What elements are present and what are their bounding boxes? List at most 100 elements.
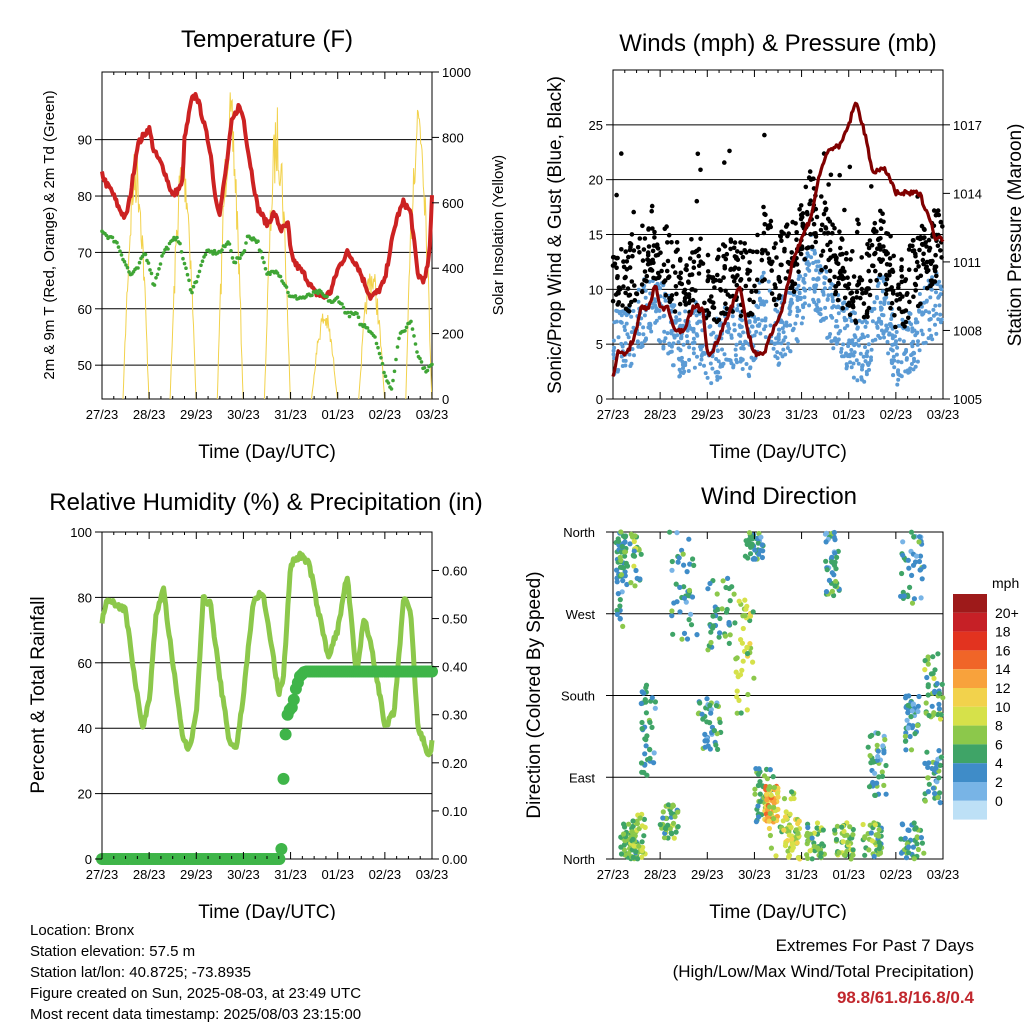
dewpoint-point [242,249,247,253]
direction-point [740,658,746,664]
gust-point [842,269,847,274]
wind-point [823,305,828,310]
direction-point [661,835,668,841]
dewpoint-point [395,345,400,349]
direction-point [643,710,650,716]
gust-point [696,246,702,252]
humidity-panel: Relative Humidity (%) & Precipitation (i… [28,489,483,920]
dewpoint-point [160,254,164,258]
gust-point [646,244,652,249]
dewpoint-point [116,245,121,249]
wind-point [715,349,720,353]
gust-point [793,221,798,226]
wind-point [629,314,634,319]
wind-point [933,322,937,327]
gust-point [664,268,670,274]
gust-point [850,298,856,304]
direction-point [909,600,916,606]
direction-point [757,779,763,785]
dewpoint-point [410,327,415,331]
winds-xlabel: Time (Day/UTC) [709,442,847,463]
x-tick-label: 01/23 [832,407,865,422]
wind-point [836,337,841,342]
wind-point [849,352,854,356]
direction-point [637,815,643,821]
y-tick-label: East [569,770,595,785]
direction-point [869,838,875,844]
direction-point [916,539,922,545]
gust-point [641,247,647,252]
wind-point [687,345,692,350]
direction-point [795,855,802,861]
direction-point [844,848,850,854]
wind-point [671,341,676,346]
wind-point [813,308,818,312]
wind-point [658,339,663,344]
wind-point [797,291,802,296]
wind-point [676,356,681,361]
wind-point [869,355,873,360]
wind-point [763,324,768,329]
direction-point [638,760,645,766]
direction-point [622,838,628,844]
wind-point [890,336,895,341]
dewpoint-point [119,253,124,257]
gust-point [774,255,779,260]
dewpoint-point [259,249,263,254]
gust-point [754,249,759,255]
gust-point [728,246,733,252]
wind-point [831,346,836,351]
dewpoint-point [166,247,170,251]
direction-point [710,613,716,619]
wind-point [781,330,786,335]
gust-point [905,291,910,296]
direction-point [699,711,705,717]
wind-point [863,324,868,329]
wind-point [611,338,616,343]
gust-point [919,223,925,229]
direction-point [761,773,768,779]
wind-point [643,295,648,300]
y2-tick-label: 1005 [953,392,982,407]
gust-point [869,242,875,248]
gust-point [766,256,772,262]
wind-point [807,286,812,291]
direction-point [755,782,762,789]
y-tick-label: West [566,607,596,622]
wind-point [669,329,674,333]
direction-point [738,710,744,716]
pressure-line [611,101,945,377]
direction-point [771,800,777,806]
gust-point [693,288,698,293]
direction-point [866,784,873,790]
gust-point [617,287,623,292]
gust-point [928,259,933,264]
wind-point [622,324,627,329]
gust-point [687,256,693,261]
gust-point [837,172,842,178]
wind-point [667,341,672,346]
wind-point [642,339,647,343]
gust-point [708,274,713,280]
direction-point [673,581,679,587]
direction-point [739,667,745,673]
gust-point [678,270,684,276]
direction-point [686,587,693,594]
gust-point [719,311,724,316]
direction-point [767,804,773,810]
direction-point [832,583,838,589]
wind-point [917,292,922,296]
gust-point [612,261,618,267]
gust-point [767,259,772,265]
direction-point [734,694,740,700]
direction-point [630,854,636,861]
gust-point [936,212,942,218]
wind-point [854,358,859,363]
gust-point [913,267,919,273]
gust-point [715,272,720,278]
gust-point [621,259,626,264]
wind-point [793,321,798,326]
gust-point [887,287,893,292]
gust-point [624,259,630,264]
gust-point [674,291,679,297]
